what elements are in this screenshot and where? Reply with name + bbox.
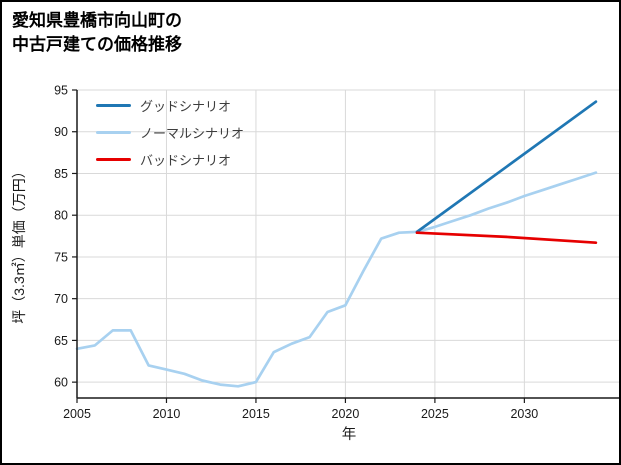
legend-item-bad: バッドシナリオ: [96, 146, 244, 173]
legend-label-bad: バッドシナリオ: [140, 153, 232, 168]
legend-label-good: グッドシナリオ: [140, 99, 232, 114]
y-axis-label: 坪（3.3㎡）単価（万円）: [11, 164, 27, 323]
legend-swatch-bad: [96, 158, 131, 161]
page-title-line2: 中古戸建ての価格推移: [12, 35, 182, 54]
x-tick-label: 2015: [242, 407, 270, 421]
x-tick-label: 2025: [421, 407, 449, 421]
y-tick-label: 90: [54, 125, 68, 139]
legend-item-good: グッドシナリオ: [96, 92, 244, 119]
x-tick-label: 2030: [510, 407, 538, 421]
y-tick-label: 70: [54, 292, 68, 306]
page-title: 愛知県豊橋市向山町の 中古戸建ての価格推移: [12, 9, 182, 57]
price-trend-chart: 2005 2010 2015 2020 2025 2030 60 65 70 75 80 85 90 95…: [11, 84, 619, 443]
legend-swatch-good: [96, 104, 131, 107]
y-tick-label: 75: [54, 250, 68, 264]
x-tick-label: 2010: [153, 407, 181, 421]
y-tick-label: 80: [54, 209, 68, 223]
y-tick-label: 95: [54, 84, 68, 98]
legend: グッドシナリオ ノーマルシナリオ バッドシナリオ: [96, 92, 244, 173]
y-tick-label: 85: [54, 167, 68, 181]
y-tick-label: 65: [54, 334, 68, 348]
legend-label-normal: ノーマルシナリオ: [140, 126, 245, 141]
x-axis-label: 年: [342, 426, 357, 443]
legend-swatch-normal: [96, 131, 131, 134]
legend-item-normal: ノーマルシナリオ: [96, 119, 244, 146]
x-tick-label: 2020: [332, 407, 360, 421]
series-line-bad: [415, 231, 598, 245]
series-line-normal: [75, 171, 598, 388]
x-tick-label: 2005: [63, 407, 91, 421]
series-line-good: [415, 100, 598, 234]
y-tick-label: 60: [54, 376, 68, 390]
page-title-line1: 愛知県豊橋市向山町の: [12, 11, 182, 30]
